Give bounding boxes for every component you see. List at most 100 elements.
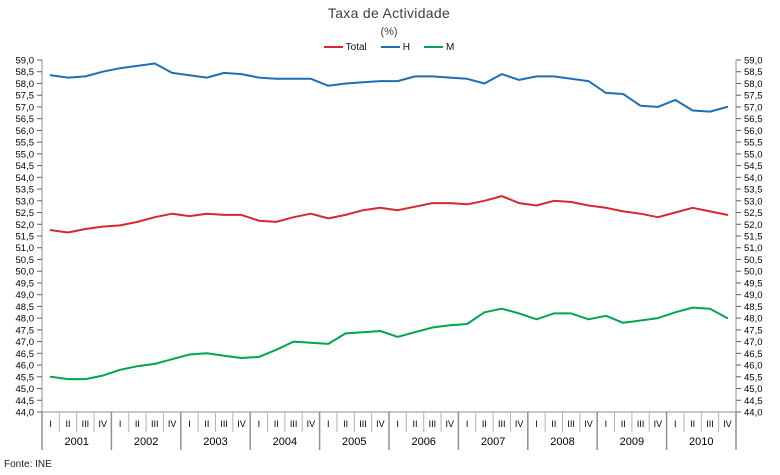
axis-tick-label: 55,5 xyxy=(16,138,35,149)
axis-tick-label: 54,0 xyxy=(16,173,35,184)
axis-tick-label: 59,0 xyxy=(16,56,35,67)
axis-tick-label: 2007 xyxy=(481,436,505,448)
axis-tick-label: 46,5 xyxy=(16,349,35,360)
axis-tick-label: 58,5 xyxy=(16,67,35,78)
axis-tick-label: 51,5 xyxy=(744,232,763,243)
axis-tick-label: 52,5 xyxy=(744,208,763,219)
axis-tick-label: 46,0 xyxy=(16,361,35,372)
axis-tick-label: 47,5 xyxy=(744,325,763,336)
axis-tick-label: 56,0 xyxy=(744,126,763,137)
axis-tick-label: 57,5 xyxy=(744,91,763,102)
axis-tick-label: III xyxy=(359,419,367,429)
axis-tick-label: 47,5 xyxy=(16,325,35,336)
axis-tick-label: III xyxy=(498,419,506,429)
axis-tick-label: I xyxy=(605,419,608,429)
series-line-h xyxy=(49,62,729,113)
axis-tick-label: 56,5 xyxy=(744,114,763,125)
axis-tick-label: 59,0 xyxy=(744,56,763,67)
chart-legend: Total H M xyxy=(42,40,736,54)
axis-tick-label: I xyxy=(535,419,538,429)
axis-tick-label: 53,0 xyxy=(744,196,763,207)
axis-tick-label: IV xyxy=(515,419,524,429)
series-line-m xyxy=(49,306,729,381)
axis-tick-label: 56,5 xyxy=(16,114,35,125)
axis-tick-label: III xyxy=(706,419,714,429)
axis-tick-label: I xyxy=(396,419,399,429)
axis-tick-label: IV xyxy=(98,419,107,429)
axis-tick-label: I xyxy=(674,419,677,429)
axis-tick-label: 47,0 xyxy=(744,337,763,348)
axis-tick-label: 53,5 xyxy=(744,185,763,196)
series-line-total xyxy=(49,195,729,234)
axis-tick-label: 48,0 xyxy=(16,314,35,325)
axis-tick-label: 58,0 xyxy=(16,79,35,90)
axis-tick-label: 50,0 xyxy=(16,267,35,278)
axis-tick-label: 54,0 xyxy=(744,173,763,184)
chart-title: Taxa de Actividade xyxy=(327,5,451,21)
axis-tick-label: II xyxy=(413,419,418,429)
axis-tick-label: 55,0 xyxy=(16,149,35,160)
axis-tick-label: 52,0 xyxy=(16,220,35,231)
axis-tick-label: 54,5 xyxy=(744,161,763,172)
legend-item-h: H xyxy=(380,41,410,53)
axis-tick-label: 53,0 xyxy=(16,196,35,207)
axis-tick-label: III xyxy=(220,419,228,429)
axis-tick-label: 52,5 xyxy=(16,208,35,219)
axis-tick-label: 45,0 xyxy=(744,384,763,395)
legend-label-h: H xyxy=(402,41,410,53)
axis-tick-label: II xyxy=(482,419,487,429)
axis-tick-label: 2008 xyxy=(550,436,574,448)
axis-tick-label: II xyxy=(690,419,695,429)
axis-tick-label: 2002 xyxy=(134,436,158,448)
legend-label-m: M xyxy=(446,41,455,53)
axis-tick-label: I xyxy=(327,419,330,429)
legend-line-total-icon xyxy=(323,46,343,48)
chart-subtitle: (%) xyxy=(380,26,398,38)
axis-tick-label: II xyxy=(551,419,556,429)
axis-tick-label: III xyxy=(82,419,90,429)
axis-tick-label: IV xyxy=(376,419,385,429)
axis-tick-label: 57,5 xyxy=(16,91,35,102)
axis-tick-label: 49,0 xyxy=(744,290,763,301)
axis-tick-label: 58,5 xyxy=(744,67,763,78)
axis-tick-label: 53,5 xyxy=(16,185,35,196)
axis-tick-label: 45,5 xyxy=(16,372,35,383)
axis-tick-label: IV xyxy=(307,419,316,429)
axis-tick-label: IV xyxy=(168,419,177,429)
legend-line-m-icon xyxy=(424,46,443,48)
axis-tick-label: 49,0 xyxy=(16,290,35,301)
axis-tick-label: 51,5 xyxy=(16,232,35,243)
axis-tick-label: IV xyxy=(723,419,732,429)
axis-tick-label: II xyxy=(135,419,140,429)
axis-tick-label: 48,0 xyxy=(744,314,763,325)
axis-tick-label: II xyxy=(274,419,279,429)
axis-tick-label: 2009 xyxy=(620,436,644,448)
axis-tick-label: I xyxy=(49,419,52,429)
axis-tick-label: I xyxy=(119,419,122,429)
axis-tick-label: III xyxy=(637,419,645,429)
axis-tick-label: III xyxy=(567,419,575,429)
axis-tick-label: 2001 xyxy=(64,436,88,448)
axis-tick-label: III xyxy=(429,419,437,429)
axis-tick-label: 49,5 xyxy=(16,278,35,289)
axis-tick-label: 44,0 xyxy=(744,408,763,419)
axis-tick-label: 2003 xyxy=(203,436,227,448)
source-note: Fonte: INE xyxy=(4,459,52,470)
axis-tick-label: 55,0 xyxy=(744,149,763,160)
axis-tick-label: II xyxy=(621,419,626,429)
axis-tick-label: 48,5 xyxy=(744,302,763,313)
axis-tick-label: 2010 xyxy=(689,436,713,448)
axis-tick-label: 45,5 xyxy=(744,372,763,383)
axis-tick-label: 45,0 xyxy=(16,384,35,395)
axis-tick-label: IV xyxy=(584,419,593,429)
legend-item-m: M xyxy=(424,42,454,53)
axis-tick-label: III xyxy=(151,419,159,429)
legend-label-total: Total xyxy=(345,41,367,53)
axis-tick-label: IV xyxy=(445,419,454,429)
axis-tick-label: 57,0 xyxy=(16,102,35,113)
axis-tick-label: 50,0 xyxy=(744,267,763,278)
axis-tick-label: 2005 xyxy=(342,436,366,448)
axis-tick-label: 51,0 xyxy=(744,243,763,254)
